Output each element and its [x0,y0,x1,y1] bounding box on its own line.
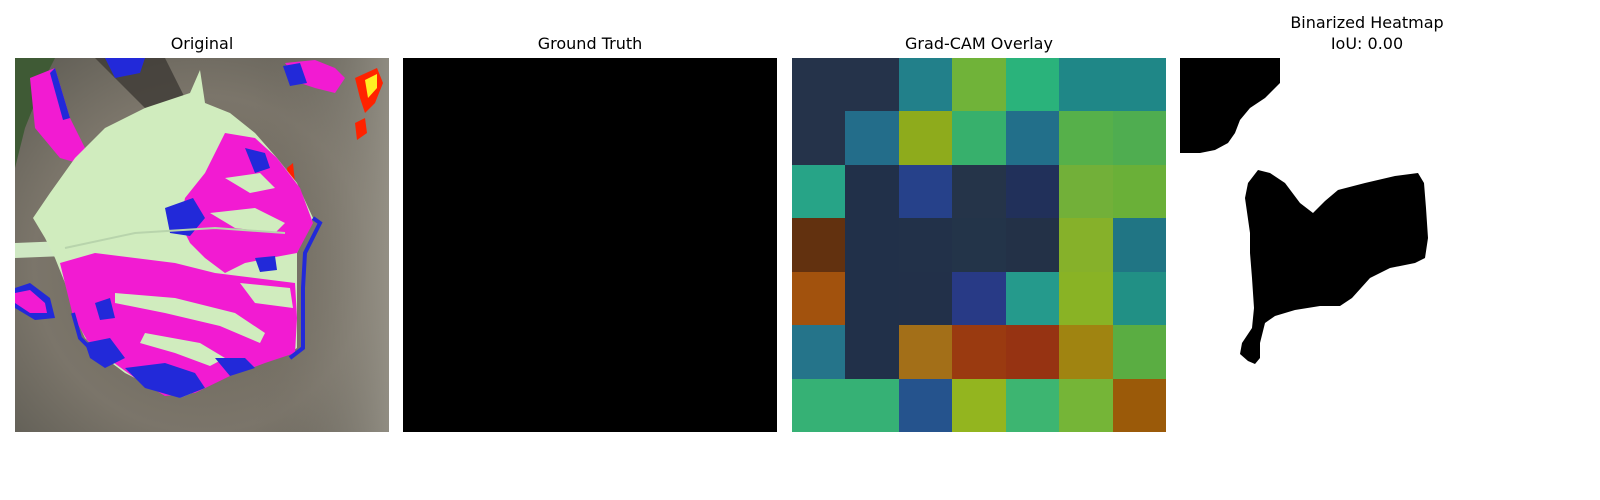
gradcam-cell [898,58,953,112]
gradcam-cell [845,111,899,165]
gradcam-cell [1005,58,1060,112]
gradcam-title: Grad-CAM Overlay [905,34,1053,53]
gradcam-cell [792,111,846,165]
binarized-heatmap [1180,58,1554,432]
binarized-title: Binarized Heatmap [1290,13,1444,32]
gradcam-cell [952,164,1006,219]
gradcam-cell [898,218,953,272]
gradcam-cell [792,164,846,219]
gradcam-cell [952,218,1006,272]
gradcam-cell [952,58,1006,112]
gradcam-cell [1112,378,1166,432]
original-image [15,58,389,432]
gradcam-cell [1005,378,1060,432]
gradcam-grid [792,58,1166,432]
gradcam-cell [898,271,953,326]
gradcam-cell [1059,58,1113,112]
gradcam-cell [792,58,846,112]
gradcam-cell [1005,271,1060,326]
gradcam-cell [792,325,846,379]
gradcam-cell [845,218,899,272]
ground-truth-title: Ground Truth [537,34,643,53]
gradcam-cell [845,378,899,432]
gradcam-cell [1059,378,1113,432]
gradcam-cell [1005,218,1060,272]
gradcam-cell [1112,325,1166,379]
gradcam-cell [898,378,953,432]
original-title: Original [170,34,234,53]
gradcam-cell [792,378,846,432]
iou-label: IoU: 0.00 [1330,34,1404,53]
gradcam-cell [1005,111,1060,165]
gradcam-cell [845,325,899,379]
gradcam-cell [1112,111,1166,165]
gradcam-cell [898,111,953,165]
ground-truth-mask [403,58,777,432]
binarized-blob-topleft [1180,58,1280,153]
gradcam-cell [845,164,899,219]
gradcam-cell [792,218,846,272]
gradcam-cell [792,271,846,326]
gradcam-cell [845,271,899,326]
gradcam-cell [1059,111,1113,165]
gradcam-cell [845,58,899,112]
gradcam-cell [1059,218,1113,272]
gradcam-cell [1005,164,1060,219]
gradcam-cell [898,325,953,379]
gradcam-cell [952,325,1006,379]
gradcam-overlay [792,58,1166,432]
gradcam-cell [898,164,953,219]
gradcam-cell [952,271,1006,326]
gradcam-cell [1059,271,1113,326]
gradcam-cell [1059,325,1113,379]
binarized-blob-center [1240,170,1428,364]
gradcam-cell [1112,218,1166,272]
gradcam-cell [952,378,1006,432]
gradcam-cell [1112,164,1166,219]
gradcam-cell [1059,164,1113,219]
gradcam-cell [1005,325,1060,379]
gradcam-cell [952,111,1006,165]
gradcam-cell [1112,271,1166,326]
gradcam-cell [1112,58,1166,112]
